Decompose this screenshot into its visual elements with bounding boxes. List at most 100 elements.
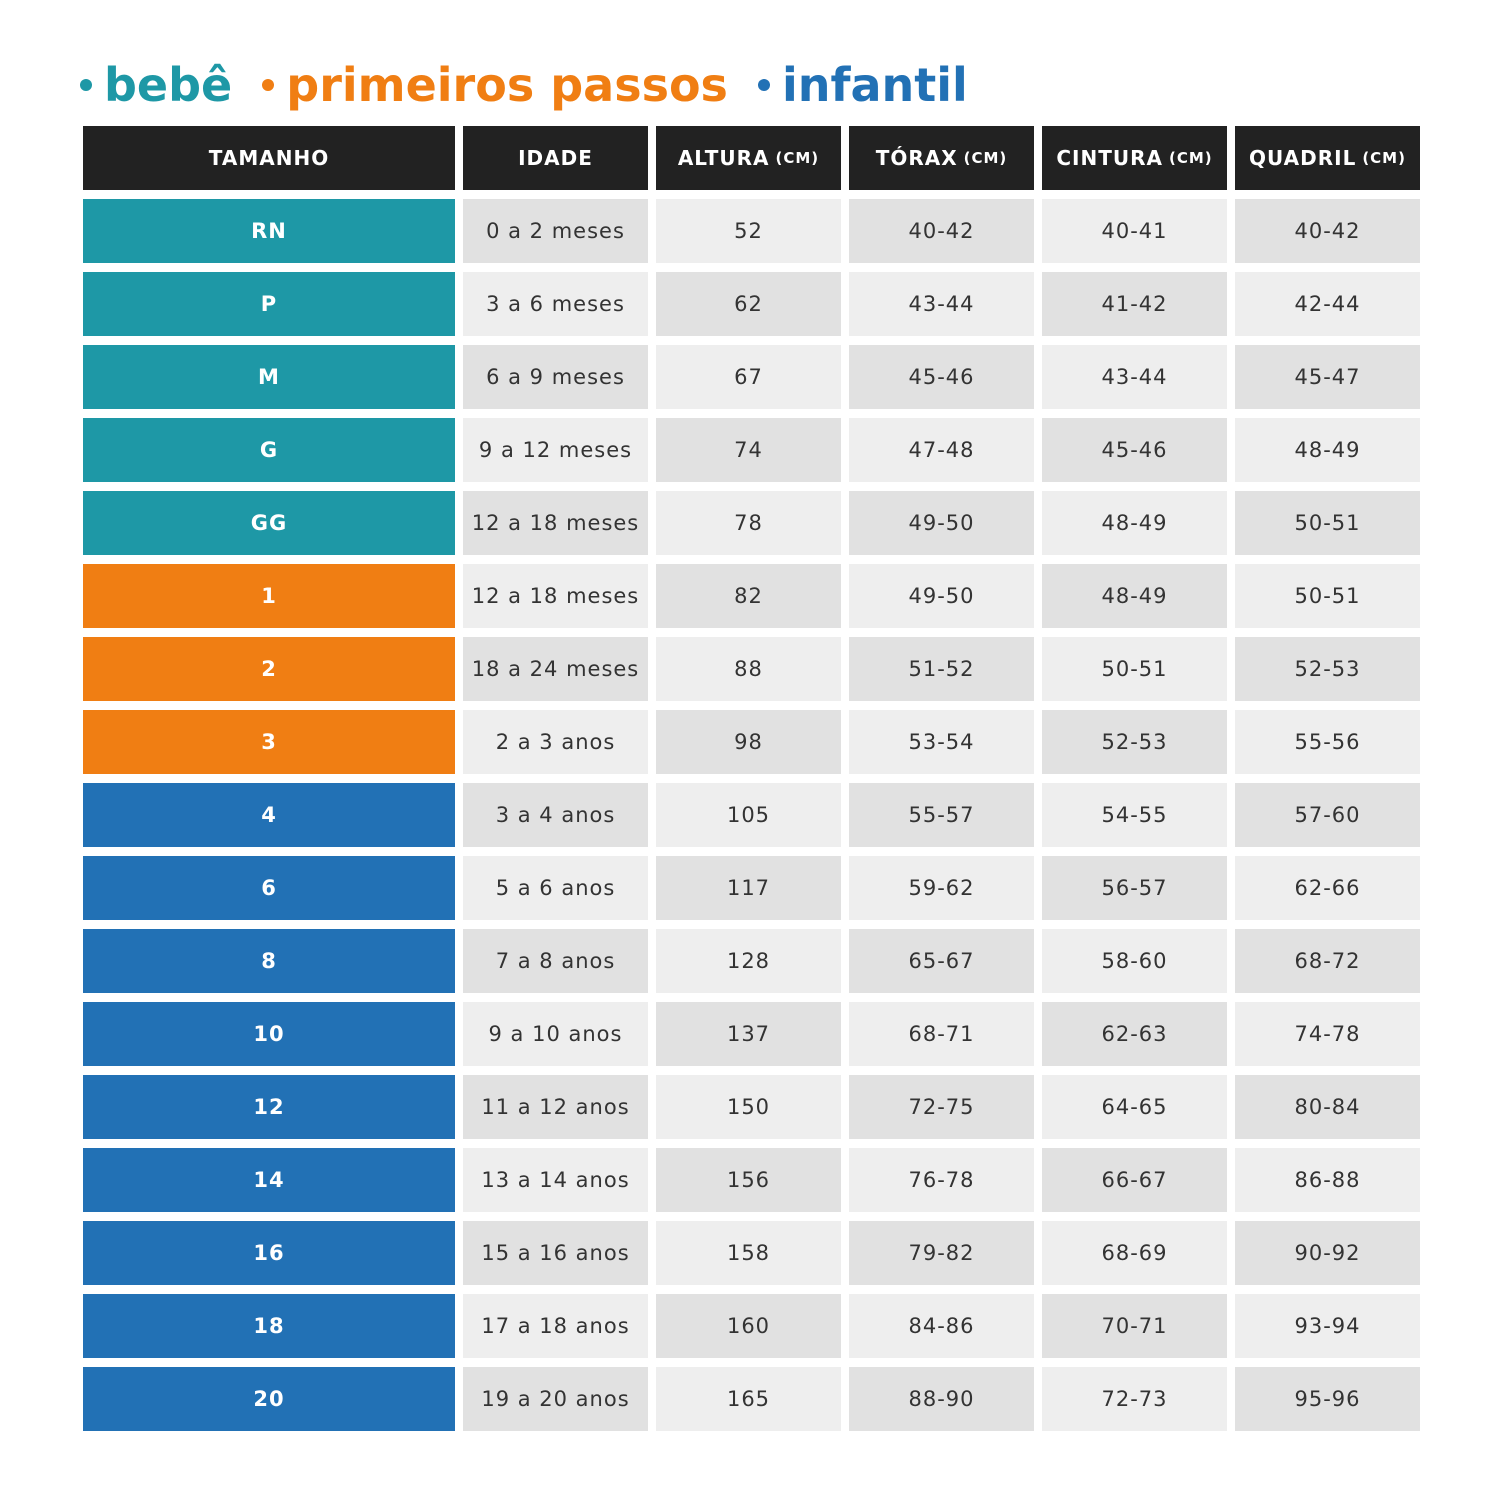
column-header: TAMANHO [83,126,455,190]
data-cell: 43-44 [849,272,1034,336]
data-cell: 48-49 [1235,418,1420,482]
data-cell: 18 a 24 meses [463,637,648,701]
column-header: TÓRAX (CM) [849,126,1034,190]
data-cell: 93-94 [1235,1294,1420,1358]
data-cell: 3 a 4 anos [463,783,648,847]
data-cell: 68-71 [849,1002,1034,1066]
data-cell: 56-57 [1042,856,1227,920]
legend-dot [262,79,275,91]
header-label: TÓRAX [875,146,958,170]
data-cell: 12 a 18 meses [463,564,648,628]
data-cell: 98 [656,710,841,774]
data-cell: 40-41 [1042,199,1227,263]
data-cell: 17 a 18 anos [463,1294,648,1358]
size-cell: 20 [83,1367,455,1431]
header-unit: (CM) [1362,149,1406,167]
size-cell: P [83,272,455,336]
legend: bebê primeiros passos infantil [80,58,968,112]
data-cell: 55-56 [1235,710,1420,774]
data-cell: 66-67 [1042,1148,1227,1212]
data-cell: 72-73 [1042,1367,1227,1431]
data-cell: 9 a 12 meses [463,418,648,482]
data-cell: 3 a 6 meses [463,272,648,336]
data-cell: 82 [656,564,841,628]
data-cell: 51-52 [849,637,1034,701]
column-header: CINTURA (CM) [1042,126,1227,190]
data-cell: 90-92 [1235,1221,1420,1285]
header-label: TAMANHO [208,146,330,170]
data-cell: 80-84 [1235,1075,1420,1139]
data-cell: 62-66 [1235,856,1420,920]
header-unit: (CM) [963,149,1008,167]
data-cell: 50-51 [1042,637,1227,701]
data-cell: 53-54 [849,710,1034,774]
data-cell: 128 [656,929,841,993]
data-cell: 58-60 [1042,929,1227,993]
data-cell: 40-42 [1235,199,1420,263]
data-cell: 52 [656,199,841,263]
legend-item: bebê [80,58,232,112]
column-header: QUADRIL (CM) [1235,126,1420,190]
data-cell: 41-42 [1042,272,1227,336]
data-cell: 67 [656,345,841,409]
size-cell: 10 [83,1002,455,1066]
size-cell: 2 [83,637,455,701]
data-cell: 117 [656,856,841,920]
data-cell: 74-78 [1235,1002,1420,1066]
data-cell: 165 [656,1367,841,1431]
data-cell: 11 a 12 anos [463,1075,648,1139]
data-cell: 150 [656,1075,841,1139]
data-cell: 79-82 [849,1221,1034,1285]
data-cell: 54-55 [1042,783,1227,847]
data-cell: 50-51 [1235,564,1420,628]
data-cell: 43-44 [1042,345,1227,409]
data-cell: 55-57 [849,783,1034,847]
data-cell: 48-49 [1042,491,1227,555]
data-cell: 68-72 [1235,929,1420,993]
legend-dot [757,79,770,91]
size-cell: 1 [83,564,455,628]
data-cell: 68-69 [1042,1221,1227,1285]
data-cell: 7 a 8 anos [463,929,648,993]
size-cell: 12 [83,1075,455,1139]
legend-label: bebê [104,58,233,112]
data-cell: 88 [656,637,841,701]
data-cell: 50-51 [1235,491,1420,555]
size-cell: 14 [83,1148,455,1212]
data-cell: 45-46 [849,345,1034,409]
data-cell: 2 a 3 anos [463,710,648,774]
size-cell: 8 [83,929,455,993]
header-label: IDADE [518,146,593,170]
size-cell: 3 [83,710,455,774]
data-cell: 64-65 [1042,1075,1227,1139]
legend-dot [80,79,92,91]
data-cell: 0 a 2 meses [463,199,648,263]
size-cell: G [83,418,455,482]
data-cell: 9 a 10 anos [463,1002,648,1066]
data-cell: 48-49 [1042,564,1227,628]
data-cell: 49-50 [849,564,1034,628]
data-cell: 156 [656,1148,841,1212]
data-cell: 6 a 9 meses [463,345,648,409]
size-cell: 18 [83,1294,455,1358]
data-cell: 57-60 [1235,783,1420,847]
data-cell: 42-44 [1235,272,1420,336]
header-label: ALTURA [677,146,770,170]
data-cell: 59-62 [849,856,1034,920]
data-cell: 78 [656,491,841,555]
data-cell: 88-90 [849,1367,1034,1431]
data-cell: 52-53 [1235,637,1420,701]
data-cell: 47-48 [849,418,1034,482]
header-label: CINTURA [1056,146,1163,170]
data-cell: 70-71 [1042,1294,1227,1358]
data-cell: 12 a 18 meses [463,491,648,555]
column-header: IDADE [463,126,648,190]
legend-item: primeiros passos [262,58,728,112]
data-cell: 95-96 [1235,1367,1420,1431]
legend-label: infantil [781,58,968,112]
size-cell: 4 [83,783,455,847]
data-cell: 105 [656,783,841,847]
size-cell: GG [83,491,455,555]
data-cell: 45-47 [1235,345,1420,409]
size-cell: M [83,345,455,409]
